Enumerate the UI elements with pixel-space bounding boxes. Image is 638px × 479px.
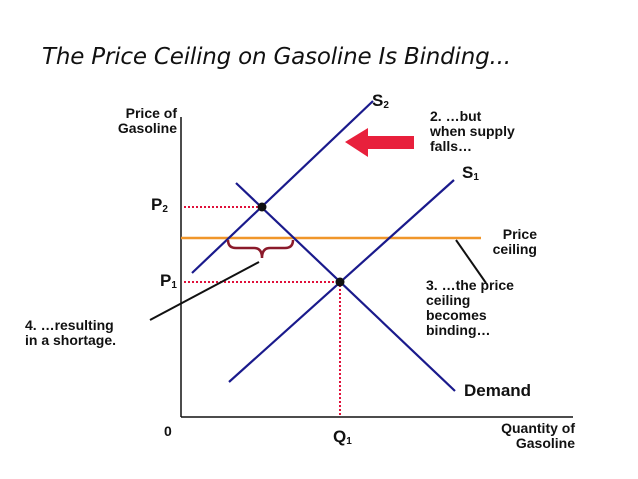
- ceiling-pointer-line: [455, 239, 487, 284]
- y-axis-label-line-1: Price of: [125, 105, 177, 121]
- q1-label: Q1: [333, 427, 352, 447]
- annotation-supply-falls-line-3: falls…: [430, 138, 473, 154]
- annotation-binding: 3. …the price ceiling becomes binding…: [426, 278, 514, 338]
- annotation-binding-line-4: binding…: [426, 322, 491, 338]
- annotation-shortage-line-2: in a shortage.: [25, 332, 117, 348]
- y-axis-label-line-2: Gasoline: [117, 120, 177, 136]
- annotation-supply-falls: 2. …but when supply falls…: [430, 109, 515, 154]
- origin-label: 0: [164, 423, 172, 439]
- annotation-binding-line-1: 3. …the price: [426, 277, 514, 293]
- p1-label: P1: [160, 271, 177, 291]
- price-ceiling-label-line-2: ceiling: [492, 241, 537, 257]
- demand-label: Demand: [464, 381, 532, 400]
- annotation-supply-falls-line-2: when supply: [430, 123, 515, 139]
- x-axis-label: Quantity of Gasoline: [475, 421, 575, 451]
- s2-label: S2: [372, 91, 389, 111]
- annotation-supply-falls-line-1: 2. …but: [430, 108, 482, 124]
- supply-curve-s2: [191, 100, 374, 274]
- annotation-shortage-line-1: 4. …resulting: [25, 317, 114, 333]
- x-axis-label-line-1: Quantity of: [501, 420, 575, 436]
- shortage-pointer-line: [149, 261, 260, 321]
- price-ceiling-label: Price ceiling: [470, 227, 537, 257]
- slide-title: The Price Ceiling on Gasoline Is Binding…: [42, 44, 511, 70]
- demand-curve: [235, 182, 456, 392]
- x-axis-label-line-2: Gasoline: [515, 435, 575, 451]
- equilibrium-point-s2: [257, 202, 267, 212]
- annotation-shortage: 4. …resulting in a shortage.: [25, 318, 116, 348]
- left-arrow-icon: [345, 128, 414, 157]
- p2-label: P2: [151, 195, 168, 215]
- y-axis-label: Price of Gasoline: [95, 106, 177, 136]
- shortage-brace: [226, 239, 295, 259]
- price-ceiling-label-line-1: Price: [502, 226, 537, 242]
- annotation-binding-line-2: ceiling: [426, 292, 471, 308]
- annotation-binding-line-3: becomes: [426, 307, 487, 323]
- equilibrium-point-s1: [335, 277, 345, 287]
- s1-label: S1: [462, 163, 479, 183]
